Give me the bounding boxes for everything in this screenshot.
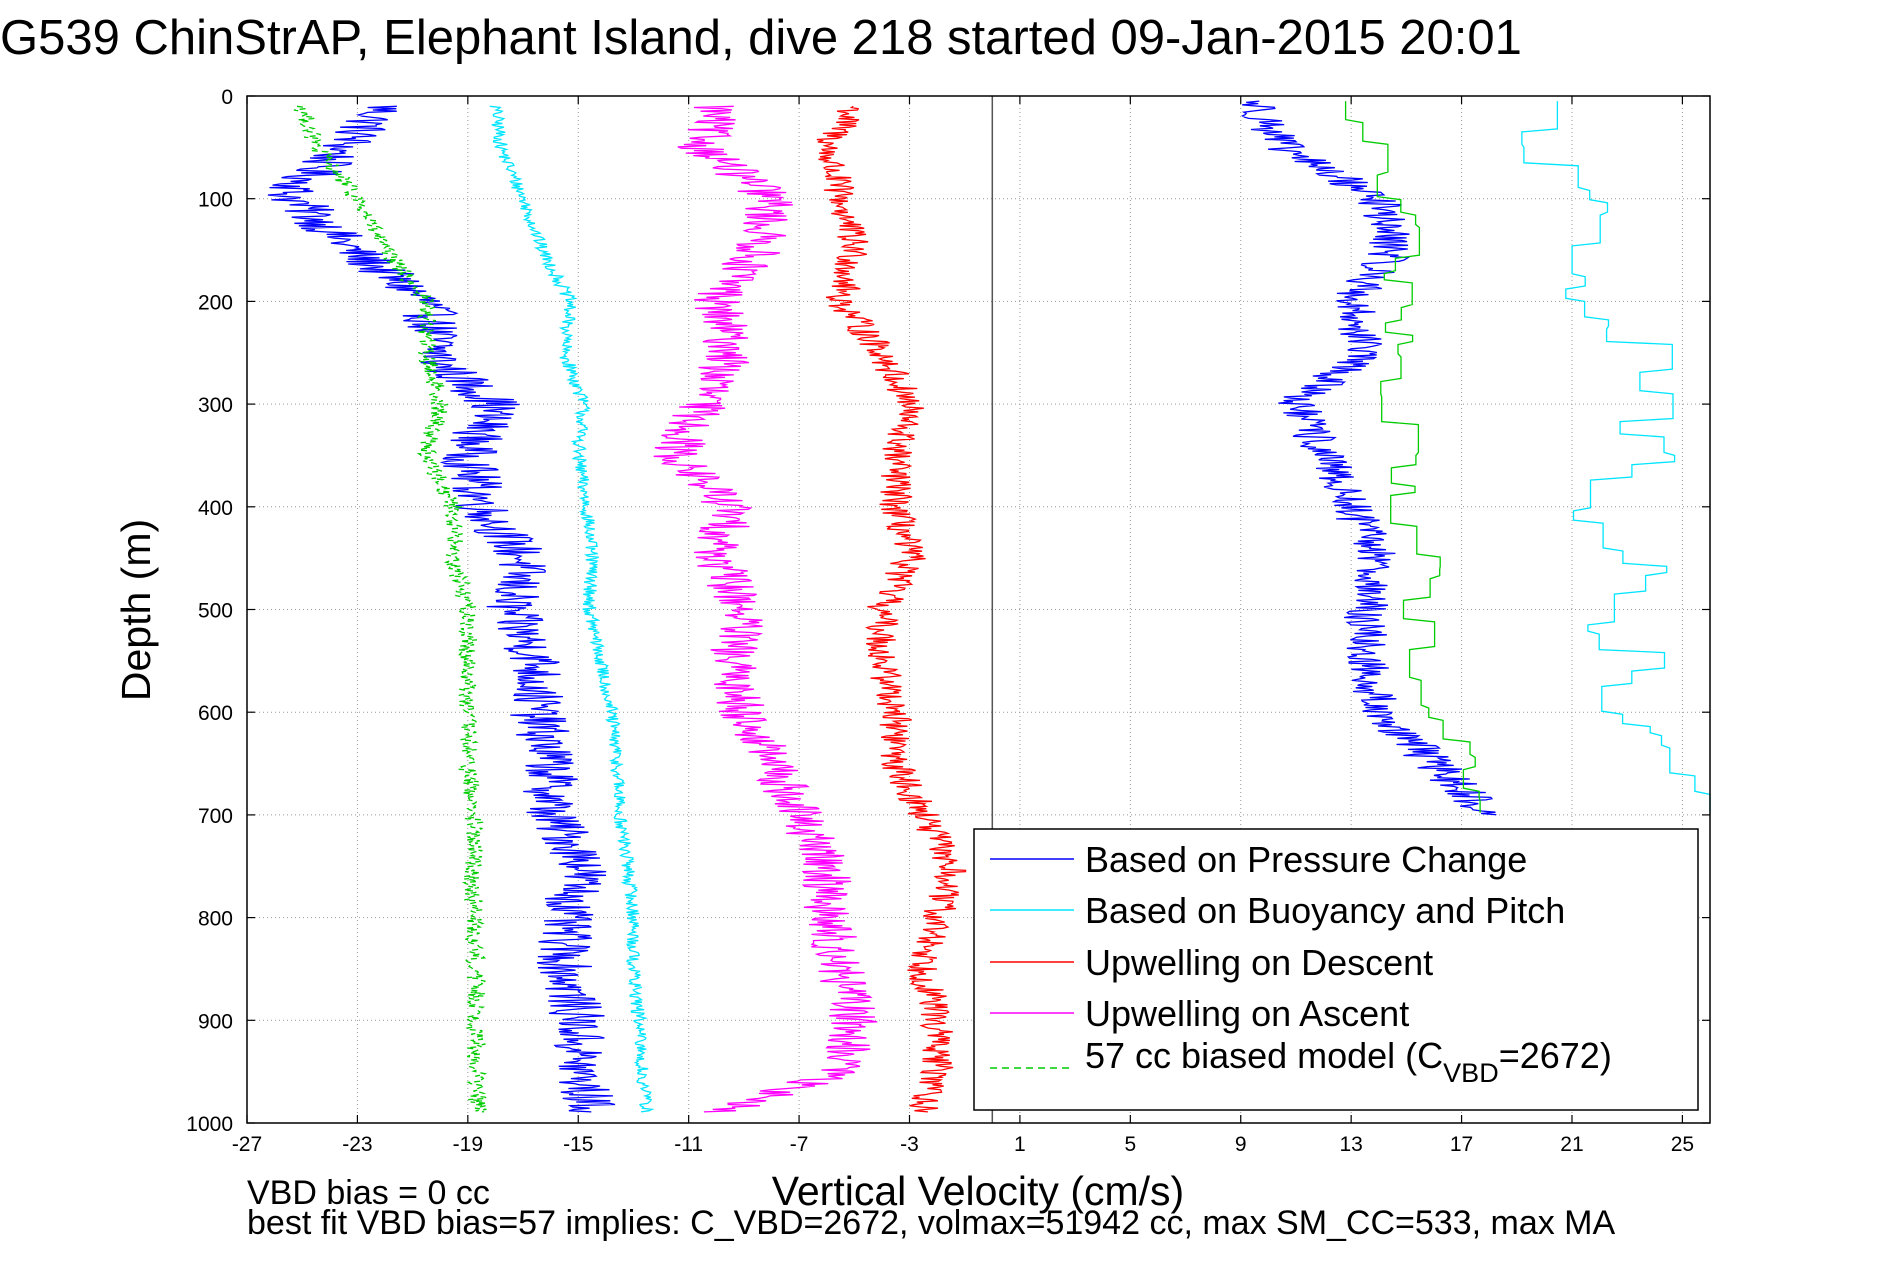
x-tick-label: -3 (900, 1133, 919, 1156)
series-line-6 (1521, 101, 1711, 813)
x-tick-label: -19 (453, 1133, 483, 1156)
y-tick-label: 700 (198, 805, 233, 828)
legend: Based on Pressure Change Based on Buoyan… (973, 828, 1699, 1111)
x-tick-label: 25 (1671, 1133, 1694, 1156)
y-tick-label: 0 (221, 86, 233, 109)
footer-note-vbd-bias: VBD bias = 0 cc (247, 1174, 490, 1212)
legend-label-ascent: Upwelling on Ascent (1085, 993, 1409, 1034)
y-tick-label: 300 (198, 394, 233, 417)
y-tick-label: 200 (198, 291, 233, 314)
x-tick-label: 13 (1339, 1133, 1362, 1156)
x-tick-label: -11 (674, 1133, 703, 1156)
y-tick-label: 100 (198, 189, 233, 212)
legend-label-pressure: Based on Pressure Change (1085, 839, 1527, 880)
legend-label-buoyancy: Based on Buoyancy and Pitch (1085, 890, 1565, 931)
x-tick-label: -27 (232, 1133, 262, 1156)
y-tick-label: 800 (198, 908, 233, 931)
legend-label-model: 57 cc biased model (CVBD=2672) (1085, 1035, 1612, 1088)
series-layer (267, 100, 1711, 1113)
x-tick-label: -23 (342, 1133, 372, 1156)
y-tick-label: 500 (198, 600, 233, 623)
tick-layer: -27 -23 -19 -15 -11 -7 -3 1 5 9 13 17 21 25 0 100 200 300… (186, 86, 1710, 1156)
footer-note-best-fit: best fit VBD bias=57 implies: C_VBD=2672… (247, 1204, 1616, 1242)
series-line-0 (267, 105, 616, 1113)
y-axis-label: Depth (m) (113, 519, 159, 701)
series-line-3 (653, 105, 878, 1113)
x-tick-label: 17 (1450, 1133, 1473, 1156)
y-tick-label: 900 (198, 1010, 233, 1033)
x-tick-label: -15 (563, 1133, 593, 1156)
x-tick-label: 21 (1560, 1133, 1583, 1156)
x-tick-label: -7 (790, 1133, 809, 1156)
y-tick-label: 400 (198, 497, 233, 520)
legend-box (973, 828, 1699, 1111)
series-line-4 (293, 105, 489, 1113)
x-tick-label: 1 (1014, 1133, 1026, 1156)
series-line-2 (816, 105, 967, 1113)
y-tick-label: 1000 (186, 1113, 233, 1136)
y-tick-label: 600 (198, 702, 233, 725)
x-tick-label: 9 (1235, 1133, 1247, 1156)
legend-label-descent: Upwelling on Descent (1085, 942, 1433, 983)
series-line-1 (489, 105, 655, 1113)
series-line-5 (1241, 100, 1497, 816)
x-tick-label: 5 (1124, 1133, 1136, 1156)
x-axis-label: Vertical Velocity (cm/s) (772, 1168, 1184, 1214)
chart-title: G539 ChinStrAP, Elephant Island, dive 21… (0, 11, 1522, 65)
series-line-7 (1344, 101, 1481, 813)
